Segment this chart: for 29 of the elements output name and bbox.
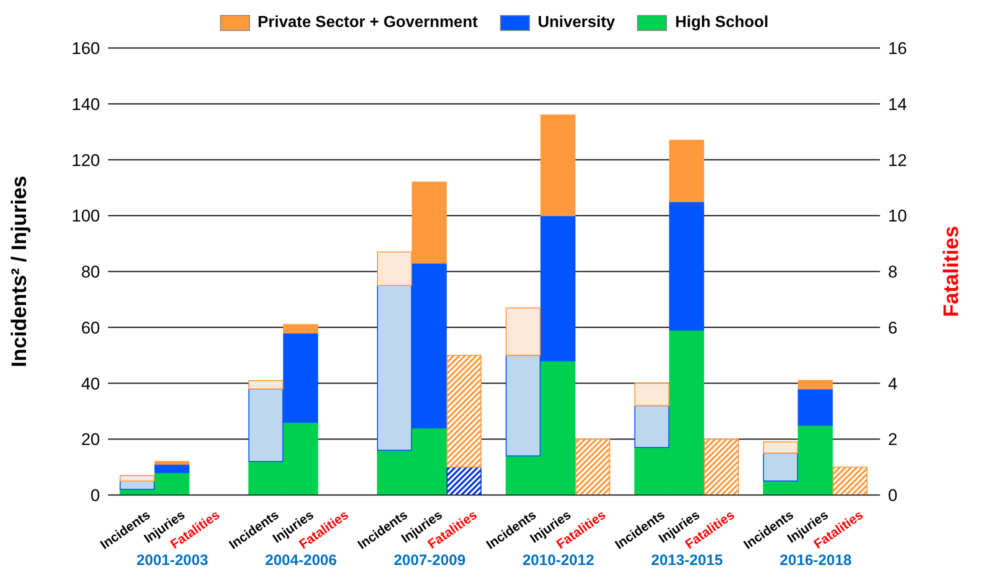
y2-tick-label: 0: [888, 486, 898, 506]
legend-label: University: [536, 14, 616, 32]
y2-tick-label: 16: [888, 39, 907, 58]
legend-label: Private Sector + Government: [256, 14, 478, 32]
text: 2001-2003: [136, 552, 208, 569]
text: 2004-2006: [265, 552, 337, 569]
y-tick-label: 160: [72, 39, 100, 58]
y-tick-label: 80: [81, 262, 100, 282]
y2-tick-label: 10: [888, 206, 907, 226]
y-tick-label: 20: [81, 430, 100, 450]
y-tick-label: 60: [81, 318, 100, 338]
y2-tick-label: 2: [888, 430, 898, 450]
text: 2007-2009: [394, 552, 466, 569]
y2-axis-title: Fatalities: [940, 226, 963, 318]
y2-tick-label: 12: [888, 150, 907, 170]
y-tick-label: 140: [72, 94, 100, 114]
y2-tick-label: 4: [888, 374, 898, 394]
y2-tick-label: 6: [888, 318, 898, 338]
y-tick-label: 40: [81, 374, 100, 394]
y2-tick-label: 14: [888, 94, 907, 114]
y2-tick-label: 8: [888, 262, 898, 282]
y-tick-label: 120: [72, 150, 100, 170]
y-tick-label: 0: [90, 486, 100, 506]
text: 2010-2012: [522, 552, 594, 569]
y-axis-title: Incidents² / Injuries: [8, 176, 31, 368]
legend-label: High School: [674, 14, 768, 32]
y-tick-label: 100: [72, 206, 100, 226]
text: 2016-2018: [780, 552, 852, 569]
text: 2013-2015: [651, 552, 723, 569]
